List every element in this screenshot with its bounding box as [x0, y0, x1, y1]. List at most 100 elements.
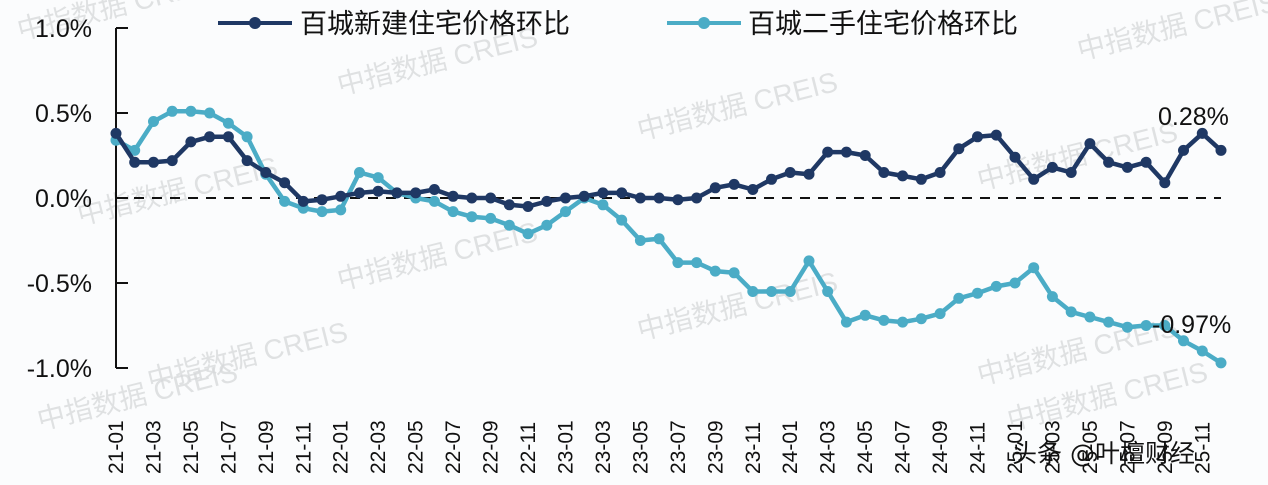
data-point-marker[interactable] — [934, 308, 946, 320]
data-point-marker[interactable] — [616, 214, 628, 226]
data-point-marker[interactable] — [691, 257, 703, 269]
data-point-marker[interactable] — [1084, 311, 1096, 323]
data-point-marker[interactable] — [634, 192, 646, 204]
data-point-marker[interactable] — [990, 280, 1002, 292]
data-point-marker[interactable] — [1084, 138, 1096, 150]
data-point-marker[interactable] — [260, 167, 272, 178]
data-point-marker[interactable] — [316, 206, 328, 218]
data-point-marker[interactable] — [354, 187, 365, 199]
data-point-marker[interactable] — [1140, 156, 1152, 168]
data-point-marker[interactable] — [709, 265, 721, 277]
data-point-marker[interactable] — [840, 146, 852, 158]
data-point-marker[interactable] — [972, 287, 983, 299]
data-point-marker[interactable] — [428, 184, 440, 195]
data-point-marker[interactable] — [241, 155, 253, 167]
data-point-marker[interactable] — [766, 286, 777, 297]
data-point-marker[interactable] — [372, 185, 384, 197]
legend-item-second-hand[interactable]: 百城二手住宅价格环比 — [667, 9, 1018, 40]
data-point-marker[interactable] — [185, 105, 197, 117]
data-point-marker[interactable] — [953, 292, 965, 304]
data-point-marker[interactable] — [672, 194, 684, 206]
data-point-marker[interactable] — [840, 316, 852, 328]
data-point-marker[interactable] — [1065, 306, 1077, 318]
data-point-marker[interactable] — [148, 116, 159, 127]
data-point-marker[interactable] — [972, 131, 983, 143]
data-point-marker[interactable] — [279, 195, 291, 207]
data-point-marker[interactable] — [897, 170, 909, 182]
data-point-marker[interactable] — [335, 204, 347, 216]
data-point-marker[interactable] — [166, 155, 178, 167]
data-point-marker[interactable] — [1196, 127, 1208, 139]
data-point-marker[interactable] — [1009, 151, 1021, 163]
data-point-marker[interactable] — [1215, 144, 1227, 156]
data-point-marker[interactable] — [859, 150, 871, 161]
data-point-marker[interactable] — [747, 286, 759, 297]
data-point-marker[interactable] — [1121, 161, 1133, 173]
data-point-marker[interactable] — [129, 156, 141, 168]
data-point-marker[interactable] — [878, 314, 890, 326]
data-point-marker[interactable] — [522, 228, 534, 240]
data-point-marker[interactable] — [185, 136, 197, 148]
data-point-marker[interactable] — [447, 206, 459, 218]
data-point-marker[interactable] — [1159, 320, 1171, 331]
data-point-marker[interactable] — [391, 187, 403, 199]
data-point-marker[interactable] — [541, 195, 553, 207]
data-point-marker[interactable] — [447, 190, 459, 202]
data-point-marker[interactable] — [241, 131, 253, 143]
data-point-marker[interactable] — [672, 257, 684, 269]
legend-item-new-build[interactable]: 百城新建住宅价格环比 — [218, 9, 570, 40]
data-point-marker[interactable] — [204, 107, 216, 119]
data-point-marker[interactable] — [1103, 316, 1115, 328]
data-point-marker[interactable] — [747, 184, 759, 195]
data-point-marker[interactable] — [354, 167, 365, 178]
data-point-marker[interactable] — [822, 286, 834, 297]
data-point-marker[interactable] — [1028, 173, 1040, 185]
data-point-marker[interactable] — [110, 127, 122, 139]
data-point-marker[interactable] — [1009, 277, 1021, 289]
data-point-marker[interactable] — [1046, 161, 1058, 173]
data-point-marker[interactable] — [485, 212, 497, 224]
data-point-marker[interactable] — [222, 117, 234, 129]
data-point-marker[interactable] — [784, 286, 796, 297]
data-point-marker[interactable] — [578, 190, 590, 202]
data-point-marker[interactable] — [428, 195, 440, 207]
data-point-marker[interactable] — [129, 144, 141, 156]
data-point-marker[interactable] — [279, 177, 291, 189]
data-point-marker[interactable] — [897, 316, 909, 328]
data-point-marker[interactable] — [878, 167, 890, 178]
data-point-marker[interactable] — [728, 178, 740, 190]
data-point-marker[interactable] — [560, 192, 571, 204]
data-point-marker[interactable] — [859, 309, 871, 321]
data-point-marker[interactable] — [316, 194, 328, 206]
data-point-marker[interactable] — [1103, 156, 1115, 168]
data-point-marker[interactable] — [822, 146, 834, 158]
data-point-marker[interactable] — [1196, 345, 1208, 357]
data-point-marker[interactable] — [1215, 357, 1227, 369]
data-point-marker[interactable] — [1178, 144, 1189, 156]
data-point-marker[interactable] — [915, 173, 927, 185]
data-point-marker[interactable] — [1140, 320, 1152, 331]
data-point-marker[interactable] — [410, 187, 422, 199]
data-point-marker[interactable] — [166, 105, 178, 117]
data-point-marker[interactable] — [466, 192, 478, 204]
data-point-marker[interactable] — [1065, 167, 1077, 178]
data-point-marker[interactable] — [653, 233, 665, 245]
data-point-marker[interactable] — [616, 187, 628, 199]
data-point-marker[interactable] — [335, 190, 347, 202]
data-point-marker[interactable] — [653, 192, 665, 204]
data-point-marker[interactable] — [803, 255, 815, 267]
data-point-marker[interactable] — [766, 173, 777, 185]
data-point-marker[interactable] — [709, 182, 721, 194]
data-point-marker[interactable] — [560, 206, 571, 218]
data-point-marker[interactable] — [522, 201, 534, 212]
data-point-marker[interactable] — [1028, 262, 1040, 274]
data-point-marker[interactable] — [915, 313, 927, 325]
data-point-marker[interactable] — [728, 267, 740, 279]
data-point-marker[interactable] — [784, 167, 796, 178]
data-point-marker[interactable] — [485, 192, 497, 204]
data-point-marker[interactable] — [597, 199, 609, 211]
data-point-marker[interactable] — [503, 219, 515, 231]
data-point-marker[interactable] — [503, 199, 515, 211]
data-point-marker[interactable] — [466, 211, 478, 223]
data-point-marker[interactable] — [1159, 177, 1171, 189]
